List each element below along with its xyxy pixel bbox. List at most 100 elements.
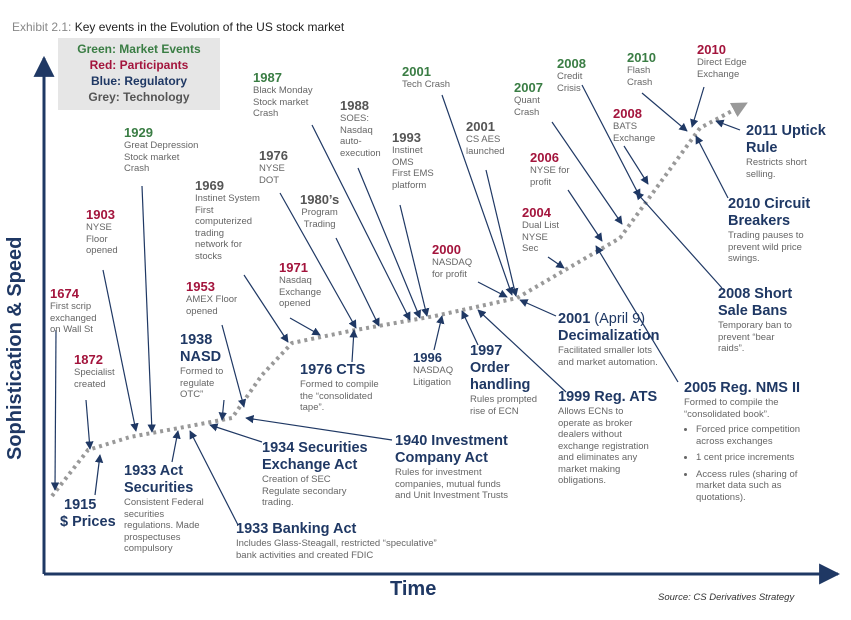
event-1999: 1999 Reg. ATS Allows ECNs to operate as b… — [558, 389, 657, 487]
event-1934: 1934 Securities Exchange Act Creation of… — [262, 440, 368, 509]
event-desc: Rules prompted rise of ECN — [470, 394, 538, 417]
event-desc: NASDAQ Litigation — [413, 365, 454, 388]
exhibit-header: Exhibit 2.1: Key events in the Evolution… — [12, 20, 344, 34]
event-2010-circuit-breakers: 2010 Circuit Breakers Trading pauses to p… — [728, 196, 810, 265]
event-2008-short-sale-bans: 2008 Short Sale Bans Temporary ban to pre… — [718, 286, 792, 355]
event-year: 1933 Act — [124, 463, 184, 479]
event-desc: CS AES launched — [466, 134, 505, 157]
arrow-1929 — [141, 185, 156, 433]
event-title: Securities — [124, 480, 194, 496]
event-1976-cts: 1976 CTS Formed to compile the “consolida… — [300, 362, 379, 414]
event-title-line2: Exchange Act — [262, 457, 358, 473]
event-year: 2010 — [697, 42, 726, 57]
event-title: 1933 Banking Act — [236, 521, 357, 537]
event-year: 2007 — [514, 80, 543, 95]
event-title-line1: 1997 — [470, 343, 503, 359]
event-desc: Dual List NYSE Sec — [522, 220, 559, 254]
event-2001-cs-aes: 2001 CS AES launched — [466, 119, 505, 157]
x-axis-label: Time — [390, 578, 437, 600]
event-desc: Program Trading — [301, 207, 338, 230]
event-1996: 1996 NASDAQ Litigation — [413, 350, 453, 388]
event-year: 1993 — [392, 130, 421, 145]
event-year: 1915 — [64, 497, 97, 513]
event-1674: 1674 First scrip exchanged on Wall St — [50, 286, 96, 336]
event-1980s: 1980’s Program Trading — [300, 192, 339, 230]
event-2007: 2007 Quant Crash — [514, 80, 543, 118]
legend-technology: Grey: Technology — [88, 90, 190, 104]
evolution-curve — [50, 102, 748, 498]
arrow-2006 — [567, 189, 603, 242]
arrow-1953 — [221, 324, 247, 408]
event-desc: NYSE Floor opened — [86, 222, 118, 256]
event-desc: Formed to regulate OTC” — [180, 366, 224, 400]
event-desc: Nasdaq Exchange opened — [279, 275, 322, 309]
event-2000: 2000 NASDAQ for profit — [432, 242, 472, 280]
event-2011-uptick-rule: 2011 Uptick Rule Restricts short selling. — [746, 123, 826, 180]
legend: Green: Market Events Red: Participants B… — [58, 38, 220, 110]
arrow-2001c — [519, 299, 557, 317]
event-title-line1: 2010 Circuit — [728, 196, 811, 212]
arrow-1934 — [209, 423, 263, 443]
arrow-2010a — [641, 92, 688, 132]
arrow-2007 — [551, 121, 623, 225]
event-desc: NYSE DOT — [259, 163, 285, 186]
arrow-1971 — [289, 317, 321, 336]
arrow-1988 — [357, 167, 421, 319]
connector-arrows — [50, 84, 741, 526]
arrow-1997 — [461, 310, 479, 346]
event-desc: AMEX Floor opened — [186, 294, 238, 317]
arrow-1996 — [433, 315, 445, 351]
event-year: 1996 — [413, 350, 442, 365]
legend-regulatory: Blue: Regulatory — [90, 74, 187, 88]
arrow-1987 — [311, 124, 411, 321]
event-year: 2008 — [613, 106, 642, 121]
arrow-1872 — [85, 399, 94, 450]
event-year: 1969 — [195, 178, 224, 193]
event-desc: Allows ECNs to operate as broker dealers w… — [558, 406, 649, 486]
event-desc: Tech Crash — [402, 79, 451, 90]
event-desc: NYSE for profit — [530, 165, 570, 188]
event-title: $ Prices — [60, 514, 116, 530]
event-desc: Specialist created — [74, 367, 115, 390]
event-desc: Credit Crisis — [557, 71, 583, 94]
event-2004: 2004 Dual List NYSE Sec — [522, 205, 559, 255]
event-1933-securities-act: 1933 Act Securities Consistent Federal se… — [124, 463, 204, 555]
arrow-2004 — [547, 256, 565, 269]
event-year: 1903 — [86, 207, 115, 222]
event-1969: 1969 Instinet System First computerized tra… — [195, 178, 260, 262]
event-1933-banking-act: 1933 Banking Act Includes Glass-Steagall… — [236, 521, 437, 561]
arrow-1999 — [477, 309, 567, 393]
event-desc: Direct Edge Exchange — [697, 57, 747, 80]
event-title-line2: Decimalization — [558, 328, 660, 344]
arrow-2010c — [695, 135, 729, 199]
event-desc: Rules for investment companies, mutual fu… — [395, 467, 508, 501]
event-desc: Creation of SEC Regulate secondary trading… — [262, 474, 347, 508]
event-desc: Quant Crash — [514, 95, 540, 118]
event-title-line1: 1940 Investment — [395, 433, 508, 449]
event-desc: Restricts short selling. — [746, 157, 807, 180]
arrow-1933a — [171, 430, 181, 463]
event-1938: 1938 NASD Formed to regulate OTC” — [180, 332, 223, 401]
event-desc: SOES: Nasdaq auto-execution — [340, 113, 381, 159]
event-desc: First scrip exchanged on Wall St — [50, 301, 97, 335]
event-title-line1: 2011 Uptick — [746, 123, 826, 139]
event-title: 1976 CTS — [300, 362, 366, 378]
event-title: 1999 Reg. ATS — [558, 389, 658, 405]
event-year: 1929 — [124, 125, 153, 140]
event-year: 1872 — [74, 352, 103, 367]
event-title-line2: Breakers — [728, 213, 791, 229]
arrow-1993 — [399, 204, 430, 317]
event-desc: Includes Glass-Steagall, restricted “spe… — [236, 538, 437, 561]
event-desc: Temporary ban to prevent “bear raids”. — [718, 320, 792, 354]
source-note: Source: CS Derivatives Strategy — [658, 592, 795, 603]
arrow-1940 — [245, 414, 393, 441]
event-year: 2001 — [402, 64, 431, 79]
legend-market: Green: Market Events — [77, 42, 201, 56]
event-desc: Instinet System First computerized trading n… — [195, 193, 260, 262]
arrow-1976b — [349, 329, 358, 363]
event-2006: 2006 NYSE for profit — [530, 150, 570, 188]
event-1987: 1987 Black Monday Stock market Crash — [253, 70, 313, 120]
